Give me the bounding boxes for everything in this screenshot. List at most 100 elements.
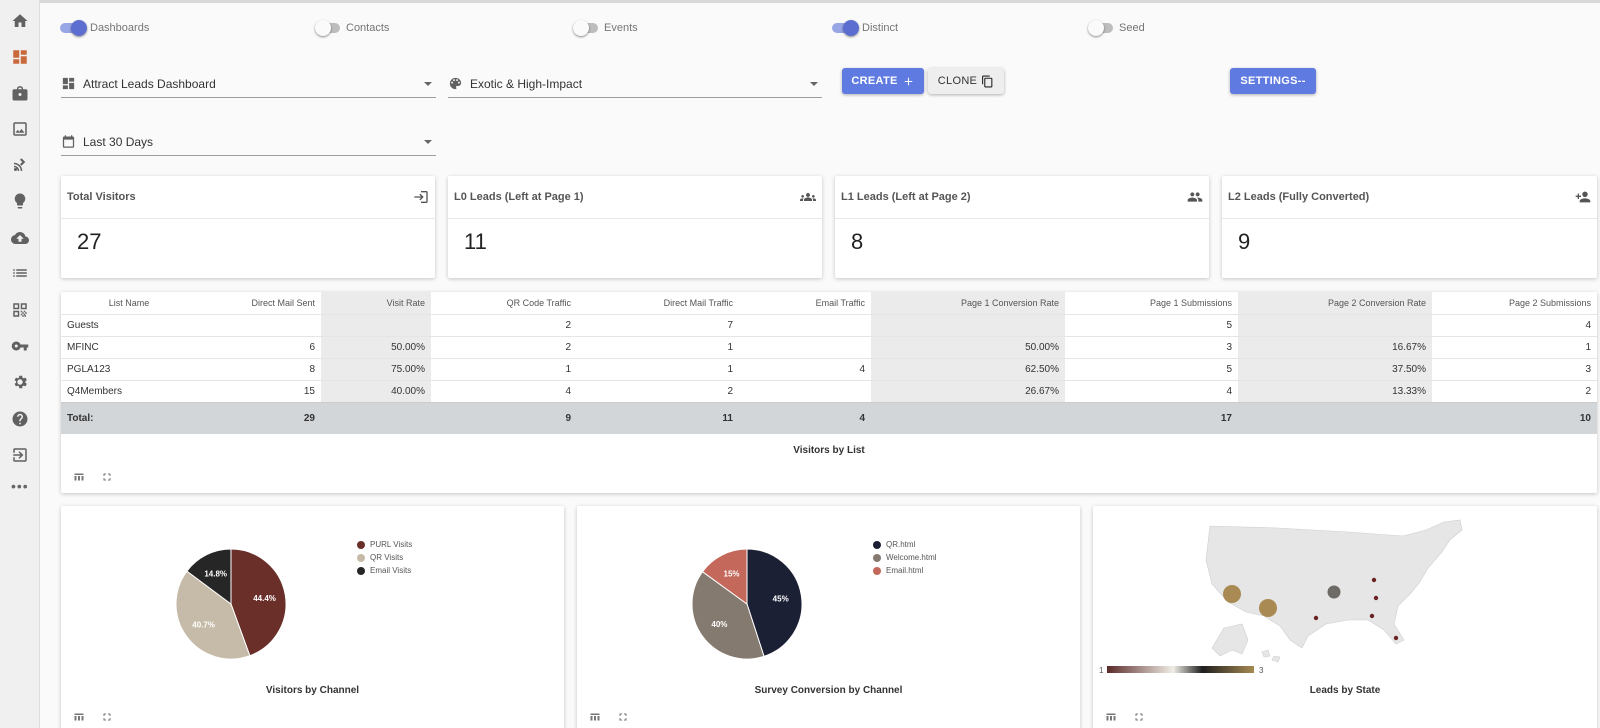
table-cell: 37.50%: [1238, 357, 1432, 380]
create-button[interactable]: CREATE: [842, 68, 924, 94]
pie-slice[interactable]: [230, 548, 287, 657]
date-range-select[interactable]: Last 30 Days: [61, 128, 436, 156]
more-horizontal-icon[interactable]: •••: [11, 478, 29, 494]
column-header[interactable]: Page 1 Conversion Rate: [871, 292, 1065, 314]
dashboard-select[interactable]: Attract Leads Dashboard: [61, 70, 436, 98]
pie-slice[interactable]: [691, 570, 765, 660]
table-title: Visitors by List: [793, 445, 865, 456]
key-icon[interactable]: [11, 337, 29, 355]
legend-item[interactable]: QR.html: [873, 538, 937, 551]
briefcase-icon[interactable]: [11, 84, 29, 102]
table-cell: 40.00%: [321, 379, 431, 402]
kpi-title: L2 Leads (Fully Converted): [1228, 191, 1370, 203]
pie-slice[interactable]: [701, 548, 748, 605]
legend-item[interactable]: Email Visits: [357, 564, 412, 577]
legend-item[interactable]: Welcome.html: [873, 551, 937, 564]
visitors-table: List Name Direct Mail Sent Visit Rate QR…: [61, 292, 1597, 434]
legend-label: Email.html: [886, 566, 924, 575]
map-bubble[interactable]: [1371, 577, 1377, 583]
wifi-tethering-icon[interactable]: [11, 156, 29, 174]
column-header[interactable]: Email Traffic: [815, 297, 865, 308]
table-row: Guests 2 7 5 4: [61, 313, 1597, 336]
toggle-label: Contacts: [346, 22, 390, 34]
kpi-title: Total Visitors: [67, 191, 136, 203]
map-bubble[interactable]: [1259, 599, 1277, 617]
map-bubble[interactable]: [1369, 613, 1375, 619]
legend-label: Email Visits: [370, 566, 412, 575]
map-bubble[interactable]: [1313, 615, 1319, 621]
total-cell: 11: [577, 401, 739, 434]
table-cell: 1: [577, 357, 739, 380]
legend-item[interactable]: QR Visits: [357, 551, 412, 564]
qr-code-icon[interactable]: [11, 301, 29, 319]
pie-slice[interactable]: [186, 548, 232, 605]
column-header[interactable]: Page 2 Conversion Rate: [1238, 292, 1432, 314]
columns-icon[interactable]: [589, 710, 601, 722]
column-header[interactable]: List Name: [108, 297, 150, 308]
columns-icon[interactable]: [73, 470, 85, 482]
toggle-events[interactable]: Events: [573, 19, 638, 37]
us-map-shape: [1205, 519, 1463, 649]
login-icon: [413, 189, 429, 205]
kpi-card-l0-leads: L0 Leads (Left at Page 1) 11: [448, 176, 822, 278]
toggle-seed[interactable]: Seed: [1088, 19, 1145, 37]
toggle-dashboards[interactable]: Dashboards: [60, 19, 149, 37]
calendar-icon: [61, 134, 76, 149]
map-bubble[interactable]: [1327, 585, 1341, 599]
top-border: [0, 0, 1600, 3]
table-cell: 1: [577, 335, 739, 358]
columns-icon[interactable]: [73, 710, 85, 722]
legend-item[interactable]: Email.html: [873, 564, 937, 577]
clone-button[interactable]: CLONE: [928, 68, 1004, 94]
fullscreen-icon[interactable]: [101, 710, 113, 722]
list-icon[interactable]: [11, 264, 29, 282]
total-cell: 10: [1432, 401, 1597, 434]
map-bubble[interactable]: [1393, 635, 1399, 641]
scale-min-label: 1: [1099, 666, 1104, 675]
dashboard-icon[interactable]: [11, 48, 29, 66]
cloud-upload-icon[interactable]: [11, 229, 29, 247]
table-cell: 50.00%: [871, 335, 1065, 358]
legend-label: QR.html: [886, 540, 916, 549]
color-scale-bar: [1107, 666, 1254, 673]
toggle-contacts[interactable]: Contacts: [315, 19, 390, 37]
fullscreen-icon[interactable]: [617, 710, 629, 722]
table-cell: [1238, 313, 1432, 336]
settings-button[interactable]: SETTINGS--: [1230, 68, 1316, 94]
kpi-value: 27: [77, 229, 102, 254]
kpi-title: L0 Leads (Left at Page 1): [454, 191, 584, 203]
column-header[interactable]: Visit Rate: [321, 292, 431, 314]
pie-slice[interactable]: [175, 570, 251, 660]
fullscreen-icon[interactable]: [101, 470, 113, 482]
lightbulb-icon[interactable]: [11, 192, 29, 210]
pie-slice[interactable]: [746, 548, 803, 657]
toggle-distinct[interactable]: Distinct: [832, 19, 898, 37]
column-header[interactable]: Page 2 Submissions: [1508, 297, 1591, 308]
table-cell: 2: [431, 313, 577, 336]
help-icon[interactable]: [11, 410, 29, 428]
total-cell: Total:: [61, 401, 197, 434]
column-header[interactable]: Direct Mail Sent: [251, 297, 315, 308]
pie-slice-label: 44.4%: [253, 594, 276, 603]
table-cell: Guests: [61, 313, 197, 336]
chevron-down-icon: [424, 81, 432, 86]
columns-icon[interactable]: [1105, 710, 1117, 722]
legend-item[interactable]: PURL Visits: [357, 538, 412, 551]
column-header[interactable]: QR Code Traffic: [506, 297, 571, 308]
table-cell: 7: [577, 313, 739, 336]
map-bubble[interactable]: [1223, 585, 1241, 603]
table-cell: 75.00%: [321, 357, 431, 380]
logout-icon[interactable]: [11, 446, 29, 464]
home-icon[interactable]: [11, 12, 29, 30]
theme-select[interactable]: Exotic & High-Impact: [448, 70, 822, 98]
settings-icon[interactable]: [11, 373, 29, 391]
table-cell: [871, 313, 1065, 336]
map-bubble[interactable]: [1373, 595, 1379, 601]
fullscreen-icon[interactable]: [1133, 710, 1145, 722]
copy-icon: [982, 75, 993, 87]
column-header[interactable]: Direct Mail Traffic: [663, 297, 733, 308]
image-frame-icon[interactable]: [11, 120, 29, 138]
toggle-label: Dashboards: [90, 22, 150, 34]
total-cell: 9: [431, 401, 577, 434]
column-header[interactable]: Page 1 Submissions: [1149, 297, 1232, 308]
